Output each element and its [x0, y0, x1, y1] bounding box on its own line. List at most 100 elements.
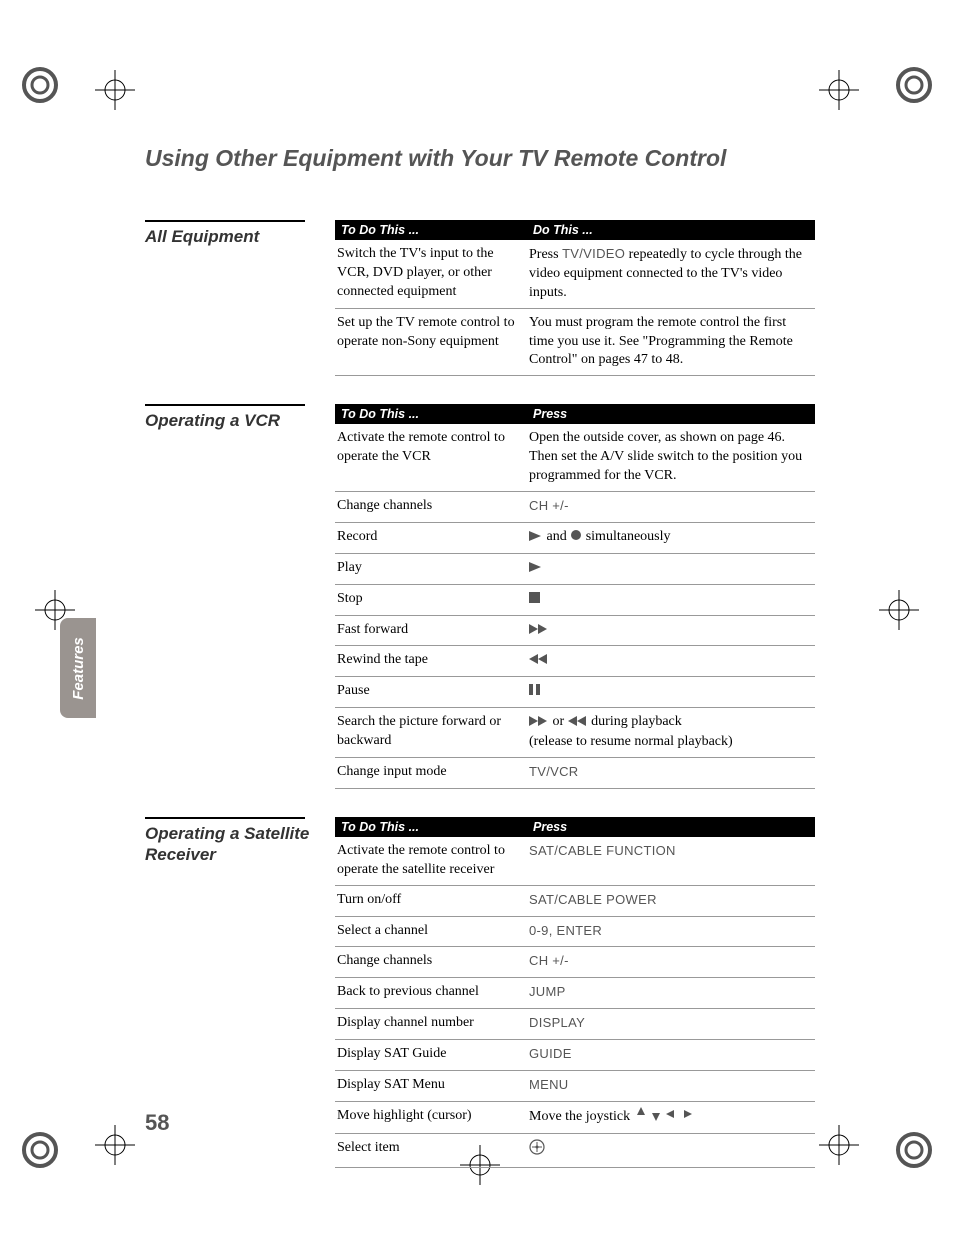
cell-left: Move highlight (cursor): [335, 1101, 527, 1133]
cell-right: GUIDE: [527, 1040, 815, 1071]
cell-right: SAT/CABLE FUNCTION: [527, 837, 815, 885]
button-ref: CH +/-: [529, 953, 569, 968]
side-tab-label: Features: [70, 637, 87, 700]
cell-left: Pause: [335, 677, 527, 708]
cell-right: You must program the remote control the …: [527, 308, 815, 376]
cell-right: or during playback(release to resume nor…: [527, 708, 815, 758]
table-row: Search the picture forward or backward o…: [335, 708, 815, 758]
cell-right: Press TV/VIDEO repeatedly to cycle throu…: [527, 240, 815, 308]
cell-right: [527, 553, 815, 584]
cell-right: [527, 646, 815, 677]
cell-left: Play: [335, 553, 527, 584]
table-row: Display SAT Guide GUIDE: [335, 1040, 815, 1071]
crop-mark-br: [884, 1120, 944, 1180]
crop-mark-tl: [10, 55, 70, 115]
cell-left: Stop: [335, 584, 527, 615]
side-tab: Features: [60, 618, 96, 718]
cell-right: [527, 584, 815, 615]
reg-mark: [819, 1125, 859, 1165]
cell-right: CH +/-: [527, 492, 815, 523]
cell-left: Change channels: [335, 947, 527, 978]
button-ref: 0-9, ENTER: [529, 923, 602, 938]
table-row: Switch the TV's input to the VCR, DVD pl…: [335, 240, 815, 308]
section-heading: Operating a Satellite Receiver: [145, 823, 335, 866]
button-ref: TV/VCR: [529, 764, 578, 779]
instruction-table: To Do This ... Do This ... Switch the TV…: [335, 220, 815, 376]
table-row: Back to previous channel JUMP: [335, 978, 815, 1009]
cell-right: TV/VCR: [527, 758, 815, 789]
play-icon: [529, 560, 543, 579]
table-row: Display channel number DISPLAY: [335, 1009, 815, 1040]
cell-left: Switch the TV's input to the VCR, DVD pl…: [335, 240, 527, 308]
page-content: Using Other Equipment with Your TV Remot…: [145, 145, 815, 1196]
button-ref: TV/VIDEO: [562, 246, 625, 261]
instruction-table: To Do This ... Press Activate the remote…: [335, 404, 815, 789]
rew-icon: [568, 714, 588, 733]
page-number: 58: [145, 1110, 169, 1136]
cell-right: [527, 677, 815, 708]
cell-right: DISPLAY: [527, 1009, 815, 1040]
reg-mark: [95, 1125, 135, 1165]
table-row: Change channels CH +/-: [335, 947, 815, 978]
heading-rule: [145, 817, 305, 819]
page-title: Using Other Equipment with Your TV Remot…: [145, 145, 815, 172]
heading-rule: [145, 220, 305, 222]
section: Operating a VCR To Do This ... Press Act…: [145, 404, 815, 789]
ff-icon: [529, 622, 549, 641]
cell-left: Change channels: [335, 492, 527, 523]
section: All Equipment To Do This ... Do This ...…: [145, 220, 815, 376]
section-heading: Operating a VCR: [145, 410, 335, 431]
col-header: To Do This ...: [335, 404, 527, 424]
reg-mark: [95, 70, 135, 110]
instruction-table: To Do This ... Press Activate the remote…: [335, 817, 815, 1168]
table-row: Play: [335, 553, 815, 584]
cell-left: Display SAT Menu: [335, 1071, 527, 1102]
table-row: Record and simultaneously: [335, 522, 815, 553]
cell-right: and simultaneously: [527, 522, 815, 553]
cell-right: JUMP: [527, 978, 815, 1009]
section-heading: All Equipment: [145, 226, 335, 247]
cell-left: Activate the remote control to operate t…: [335, 424, 527, 491]
crop-mark-tr: [884, 55, 944, 115]
table-row: Set up the TV remote control to operate …: [335, 308, 815, 376]
table-row: Select a channel 0-9, ENTER: [335, 916, 815, 947]
cell-right: MENU: [527, 1071, 815, 1102]
cell-right: Open the outside cover, as shown on page…: [527, 424, 815, 491]
table-row: Display SAT Menu MENU: [335, 1071, 815, 1102]
table-row: Activate the remote control to operate t…: [335, 837, 815, 885]
table-row: Turn on/off SAT/CABLE POWER: [335, 885, 815, 916]
play-icon: [529, 529, 543, 548]
cell-right: 0-9, ENTER: [527, 916, 815, 947]
cell-right: [527, 615, 815, 646]
col-header: To Do This ...: [335, 817, 527, 837]
cell-left: Turn on/off: [335, 885, 527, 916]
table-row: Move highlight (cursor) Move the joystic…: [335, 1101, 815, 1133]
cell-left: Select a channel: [335, 916, 527, 947]
button-ref: SAT/CABLE POWER: [529, 892, 657, 907]
col-header: To Do This ...: [335, 220, 527, 240]
cell-right: [527, 1133, 815, 1167]
cell-left: Search the picture forward or backward: [335, 708, 527, 758]
cell-left: Display SAT Guide: [335, 1040, 527, 1071]
cell-left: Activate the remote control to operate t…: [335, 837, 527, 885]
cell-left: Select item: [335, 1133, 527, 1167]
table-row: Change input mode TV/VCR: [335, 758, 815, 789]
rew-icon: [529, 652, 549, 671]
table-row: Pause: [335, 677, 815, 708]
table-row: Select item: [335, 1133, 815, 1167]
button-ref: MENU: [529, 1077, 568, 1092]
pause-icon: [529, 683, 540, 702]
reg-mark: [879, 590, 919, 630]
col-header: Press: [527, 817, 815, 837]
cell-right: CH +/-: [527, 947, 815, 978]
button-ref: CH +/-: [529, 498, 569, 513]
enter-icon: [529, 1139, 545, 1162]
cell-left: Back to previous channel: [335, 978, 527, 1009]
button-ref: DISPLAY: [529, 1015, 585, 1030]
cell-right: SAT/CABLE POWER: [527, 885, 815, 916]
ff-icon: [529, 714, 549, 733]
table-row: Rewind the tape: [335, 646, 815, 677]
table-row: Activate the remote control to operate t…: [335, 424, 815, 491]
crop-mark-bl: [10, 1120, 70, 1180]
col-header: Press: [527, 404, 815, 424]
